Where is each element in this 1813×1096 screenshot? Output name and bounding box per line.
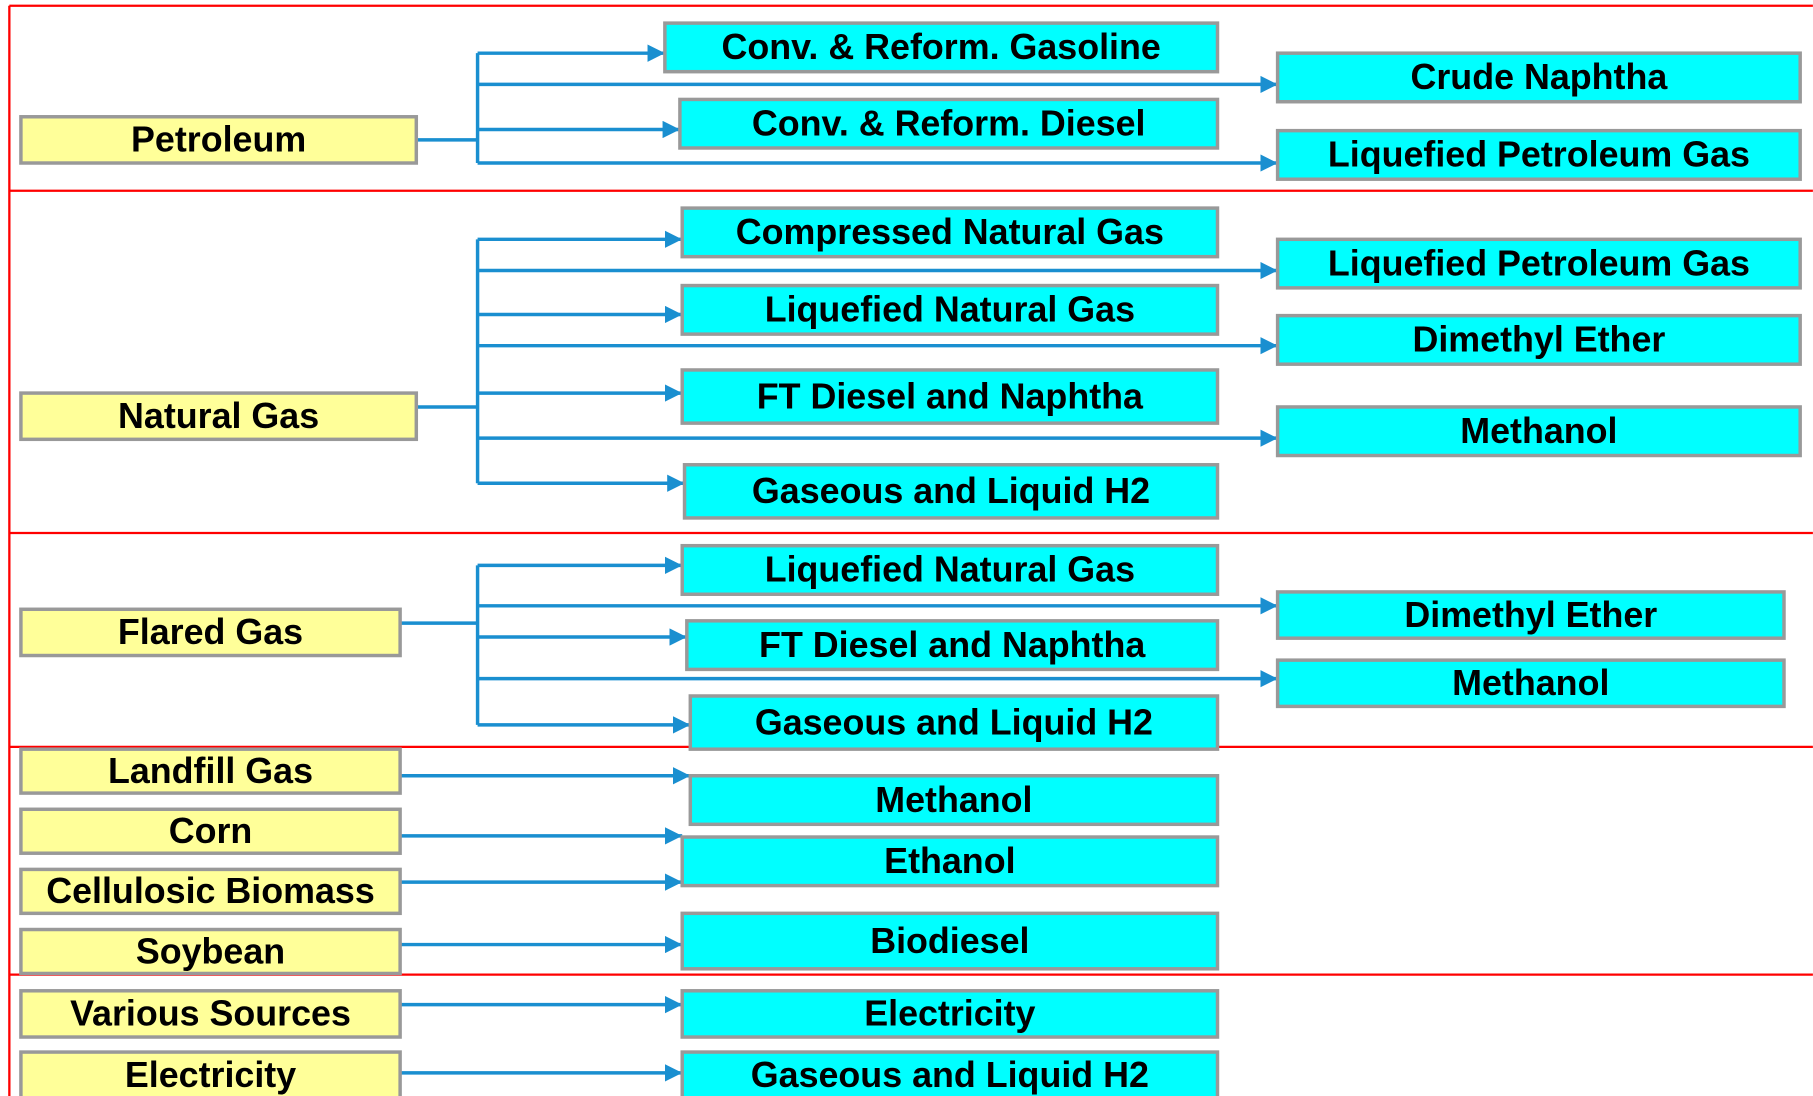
product-box [688,694,1220,751]
product-box-label: Electricity [864,994,1035,1034]
product-box-label: Conv. & Reform. Diesel [752,103,1146,143]
product-box-label: Liquefied Natural Gas [765,290,1135,330]
product-box-label: Conv. & Reform. Gasoline [722,27,1161,67]
product-box [682,463,1220,520]
product-box [680,283,1220,336]
source-box [19,391,419,442]
source-box [19,867,402,916]
product-box-label: Liquefied Petroleum Gas [1328,135,1750,175]
product-box-label: Methanol [1452,663,1609,703]
source-boxs: Petroleum Natural Gas Flared Gas Landfill G… [19,115,419,1096]
product-box [680,1050,1220,1096]
product-box-label: FT Diesel and Naphtha [759,625,1146,665]
source-box-label: Petroleum [131,120,306,160]
source-box-label: Various Sources [70,994,351,1034]
product-box [1275,313,1802,366]
product-box-label: Gaseous and Liquid H2 [752,471,1150,511]
product-box [680,989,1220,1039]
product-box [680,543,1220,596]
product-box [680,368,1220,425]
product-box-label: Dimethyl Ether [1412,320,1665,360]
product-box-label: Liquefied Petroleum Gas [1328,243,1750,283]
product-box-label: Methanol [875,780,1032,820]
product-box [663,21,1220,74]
product-box-label: Crude Naphtha [1411,57,1669,97]
source-box [19,115,419,165]
source-box [19,1050,402,1096]
arrows [400,44,1278,1082]
product-box-label: Gaseous and Liquid H2 [755,702,1153,742]
source-box [19,807,402,855]
source-box [19,747,402,795]
source-box [19,989,402,1039]
product-box [1275,590,1786,640]
product-box [1275,658,1786,709]
source-box-label: Flared Gas [118,612,303,652]
product-box-label: FT Diesel and Naphtha [757,376,1144,416]
product-box [680,835,1220,888]
product-box [1275,51,1802,104]
source-box-label: Corn [169,811,253,851]
product-box-label: Compressed Natural Gas [736,212,1164,252]
product-box-label: Dimethyl Ether [1404,595,1657,635]
product-box-label: Gaseous and Liquid H2 [751,1055,1149,1095]
product-box-label: Ethanol [884,841,1015,881]
product-box-label: Methanol [1460,411,1617,451]
product-box [1275,405,1802,458]
product-box [678,97,1220,150]
source-box-label: Landfill Gas [108,751,313,791]
product-boxs: Conv. & Reform. Gasoline Crude Naphtha Con… [663,21,1802,1096]
product-box [1275,237,1802,290]
source-box-label: Natural Gas [118,396,319,436]
product-box [1275,128,1802,181]
product-box [688,774,1220,827]
source-box-label: Cellulosic Biomass [46,871,375,911]
product-box-label: Liquefied Natural Gas [765,550,1135,590]
source-box [19,607,402,658]
product-box [680,206,1220,259]
product-box-label: Biodiesel [870,921,1029,961]
product-box [685,619,1220,672]
source-box-label: Soybean [136,931,285,971]
source-box-label: Electricity [125,1055,296,1095]
source-box [19,927,402,976]
product-box [680,911,1220,971]
